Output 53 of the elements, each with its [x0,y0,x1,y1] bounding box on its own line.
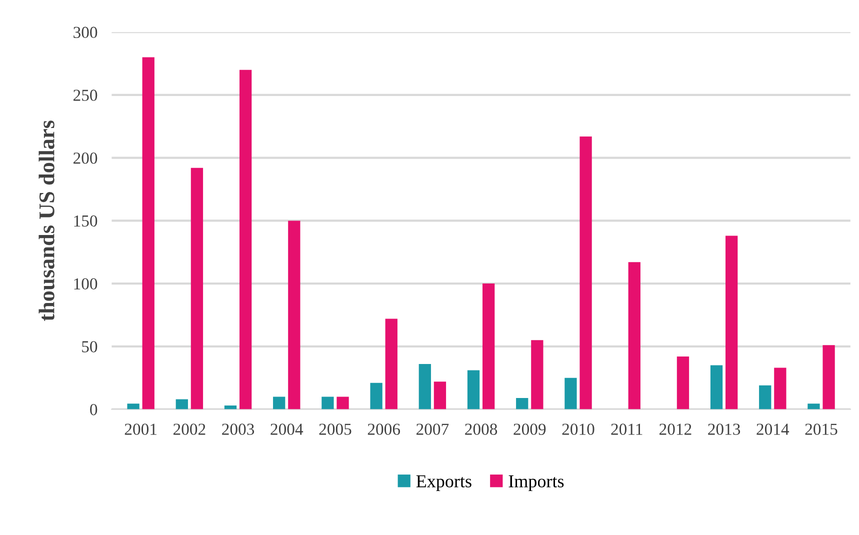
bar [628,262,640,410]
y-tick-label: 300 [74,26,98,38]
bar [759,385,772,410]
x-tick-label: 2006 [368,424,400,435]
x-tick-label: 2004 [270,424,304,435]
x-tick-label: 2012 [660,424,692,435]
bar [516,398,528,410]
bar [322,396,334,410]
bar [808,404,820,410]
x-tick-label: 2007 [416,424,449,435]
x-tick-label: 2014 [756,424,790,435]
bar [288,220,300,410]
x-tick-label: 2010 [562,424,594,435]
legend-label: Imports [508,475,564,492]
x-tick-label: 2015 [805,424,838,435]
bar [467,370,480,410]
bar [142,57,154,410]
bar [418,364,431,410]
bar [676,356,690,410]
bar [336,396,349,410]
x-tick-label: 2008 [465,424,498,435]
legend-label: Exports [416,475,472,492]
x-tick-label: 2003 [222,424,254,435]
x-tick-label: 2009 [514,424,546,435]
bar [580,136,592,410]
bar [190,168,204,410]
x-tick-label: 2002 [173,424,206,435]
bar [710,365,723,410]
bar [434,382,446,410]
bar [273,396,286,410]
bar [822,345,835,410]
x-tick-label: 2011 [611,424,642,435]
y-tick-label: 150 [74,215,98,227]
y-tick-label: 200 [74,152,98,164]
bar [176,399,188,410]
bar [726,236,738,410]
x-tick-label: 2001 [124,424,156,435]
bar [531,340,544,410]
bar [224,406,237,410]
y-tick-label: 250 [74,90,98,101]
y-tick-label: 50 [82,341,98,352]
x-tick-label: 2013 [708,424,740,435]
bar [774,368,786,410]
bar [239,70,252,410]
bar [564,378,577,410]
bar [482,284,495,410]
bar [127,404,140,410]
y-tick-label: 100 [74,278,98,290]
y-tick-label: 0 [90,404,98,416]
x-tick-label: 2005 [319,424,352,435]
bar [370,382,382,410]
y-axis-title: thousands US dollars [38,120,54,321]
bar [385,318,398,410]
